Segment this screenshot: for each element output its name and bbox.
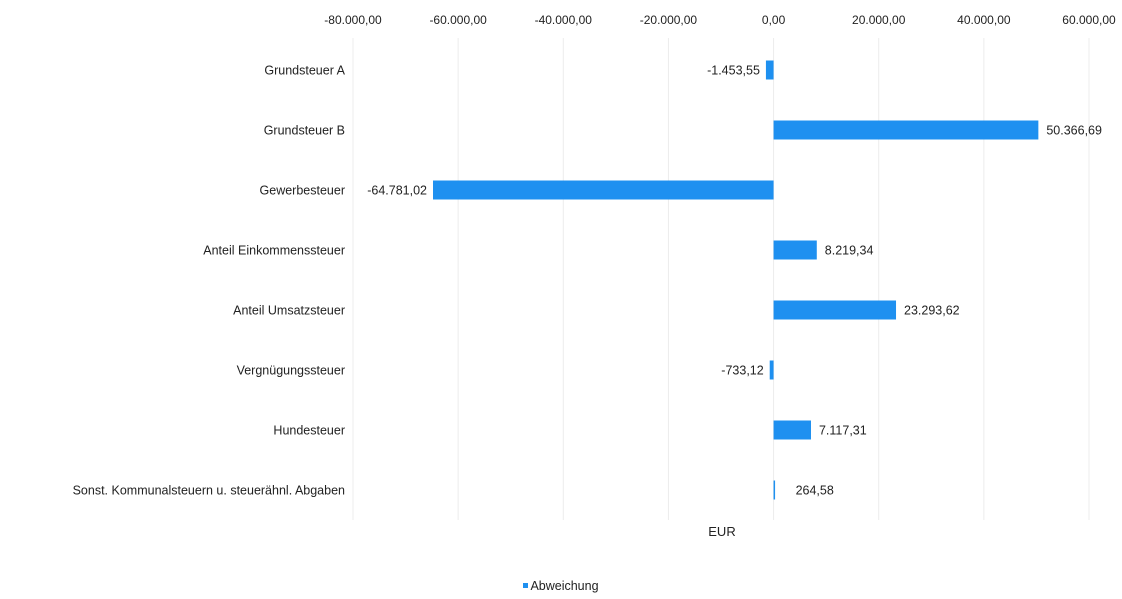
data-labels: -1.453,55 50.366,69 -64.781,02 8.219,34 23.2… (367, 64, 1102, 498)
bar (773, 120, 1039, 140)
x-tick-label: -40.000,00 (535, 13, 593, 27)
legend: Abweichung (0, 579, 1122, 593)
bar (433, 180, 774, 200)
x-tick-label: 60.000,00 (1062, 13, 1116, 27)
x-tick-label: -80.000,00 (324, 13, 382, 27)
data-label: -733,12 (721, 364, 763, 378)
bar (773, 420, 811, 440)
data-label: 7.117,31 (819, 424, 867, 438)
category-label: Anteil Umsatzsteuer (233, 304, 345, 318)
category-label: Gewerbesteuer (260, 184, 345, 198)
x-axis-title: EUR (708, 524, 735, 539)
x-tick-label: 40.000,00 (957, 13, 1011, 27)
category-labels: Grundsteuer A Grundsteuer B Gewerbesteuer A… (73, 64, 346, 498)
data-label: -64.781,02 (367, 184, 427, 198)
data-label: 23.293,62 (904, 304, 960, 318)
bar (765, 60, 774, 80)
data-label: -1.453,55 (707, 64, 760, 78)
x-axis-tick-labels: -80.000,00 -60.000,00 -40.000,00 -20.000,00… (324, 13, 1116, 27)
category-label: Hundesteuer (273, 424, 345, 438)
legend-swatch (523, 583, 529, 588)
bar (773, 300, 897, 320)
legend-label: Abweichung (530, 579, 599, 593)
bar (769, 360, 774, 380)
bar (773, 480, 776, 500)
x-tick-label: -20.000,00 (640, 13, 698, 27)
data-label: 50.366,69 (1046, 124, 1102, 138)
category-label: Sonst. Kommunalsteuern u. steuerähnl. Ab… (73, 484, 345, 498)
category-label: Grundsteuer B (264, 124, 345, 138)
category-label: Vergnügungssteuer (237, 364, 345, 378)
category-label: Anteil Einkommenssteuer (203, 244, 345, 258)
data-label: 8.219,34 (825, 244, 874, 258)
category-label: Grundsteuer A (264, 64, 345, 78)
x-tick-label: -60.000,00 (429, 13, 487, 27)
grid-lines (352, 38, 1090, 520)
x-tick-label: 20.000,00 (852, 13, 906, 27)
data-label: 264,58 (796, 484, 834, 498)
bar-series (433, 60, 1039, 500)
x-tick-label: 0,00 (762, 13, 786, 27)
bar (773, 240, 817, 260)
